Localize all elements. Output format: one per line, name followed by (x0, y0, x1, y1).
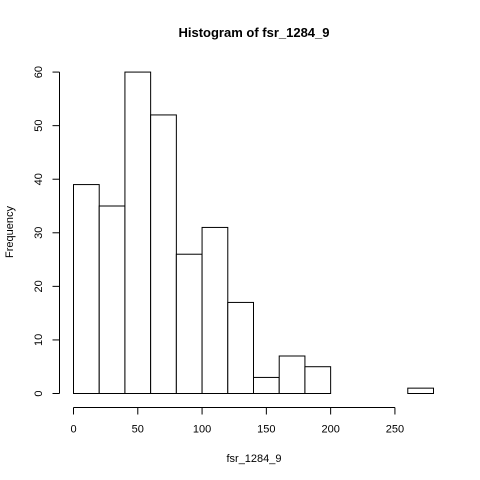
y-tick-label: 0 (33, 390, 45, 396)
histogram-bar (150, 114, 177, 394)
x-axis: 0 50 100 150 200 250 (70, 407, 404, 436)
x-tick-label: 250 (386, 424, 404, 436)
x-axis-label: fsr_1284_9 (226, 453, 281, 465)
histogram-bar (304, 366, 332, 394)
y-tick-label: 30 (33, 227, 45, 239)
histogram-bar (201, 226, 229, 394)
x-tick-label: 50 (132, 424, 144, 436)
histogram-bar (227, 301, 254, 394)
y-tick-label: 60 (33, 66, 45, 78)
x-tick-label: 150 (257, 424, 275, 436)
histogram-bar (407, 387, 434, 395)
x-tick-label: 200 (321, 424, 339, 436)
histogram-bar (278, 355, 306, 395)
y-tick-label: 10 (33, 334, 45, 346)
histogram-bars (73, 71, 434, 395)
histogram-bar (252, 376, 280, 394)
chart-title: Histogram of fsr_1284_9 (178, 25, 329, 40)
y-tick-label: 20 (33, 280, 45, 292)
y-tick-label: 40 (33, 173, 45, 185)
y-axis-label: Frequency (4, 206, 16, 258)
histogram-bar (124, 71, 152, 395)
y-tick-label: 50 (33, 120, 45, 132)
histogram-bar (73, 184, 100, 394)
x-tick-label: 0 (70, 424, 76, 436)
y-axis: 0 10 20 30 40 50 60 (33, 66, 60, 397)
histogram-bar (175, 253, 203, 394)
x-tick-label: 100 (193, 424, 211, 436)
histogram-bar (98, 205, 126, 394)
